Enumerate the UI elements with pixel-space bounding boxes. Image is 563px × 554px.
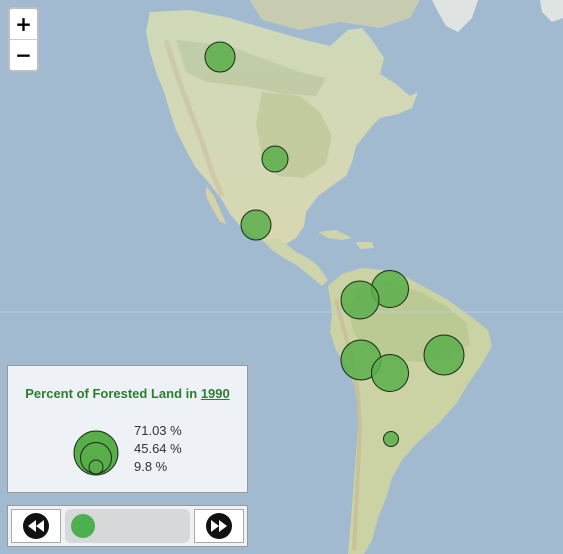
forest-symbol[interactable]: Argentina (383, 431, 399, 447)
legend-label-mid: 45.64 % (134, 441, 182, 456)
forest-symbol[interactable]: Central United States (261, 145, 289, 173)
cuba (318, 230, 352, 240)
greenland-landmass-east (540, 0, 563, 22)
baja-california (206, 186, 226, 224)
step-back-button[interactable] (11, 509, 61, 543)
greenland-landmass (432, 0, 478, 32)
forest-symbols: Northwestern Canada Central United States… (204, 41, 465, 447)
legend-panel: Percent of Forested Land in 1990 71.03 %… (7, 365, 248, 493)
legend-title-text: Percent of Forested Land in (25, 386, 198, 401)
legend-title: Percent of Forested Land in 1990 (8, 386, 247, 401)
rocky-mountains (163, 39, 225, 197)
legend-symbols (73, 430, 119, 476)
forest-symbol[interactable]: Northwestern Canada (204, 41, 236, 73)
legend-year-link[interactable]: 1990 (200, 386, 230, 401)
forest-symbol[interactable]: Eastern Mexico (240, 209, 272, 241)
andes-ridge (334, 299, 363, 551)
zoom-in-button[interactable]: + (15, 12, 32, 36)
playback-control (7, 505, 248, 547)
legend-label-max: 71.03 % (134, 423, 182, 438)
hispaniola (356, 242, 374, 249)
central-america-landmass (262, 238, 328, 286)
timeline-slider-handle[interactable] (71, 514, 95, 538)
timeline-slider[interactable] (65, 509, 190, 543)
fast-forward-icon (206, 513, 232, 539)
canada-islands (250, 0, 420, 30)
zoom-out-button[interactable]: − (10, 39, 37, 70)
forest-symbol[interactable]: Eastern Brazil (423, 334, 465, 376)
forest-symbol[interactable]: Bolivia (371, 354, 409, 392)
legend-label-min: 9.8 % (134, 459, 168, 474)
rewind-icon (23, 513, 49, 539)
step-forward-button[interactable] (194, 509, 244, 543)
zoom-control: + − (8, 7, 39, 72)
legend-circle-small (88, 459, 104, 475)
forest-symbol[interactable]: Colombia (340, 280, 380, 320)
